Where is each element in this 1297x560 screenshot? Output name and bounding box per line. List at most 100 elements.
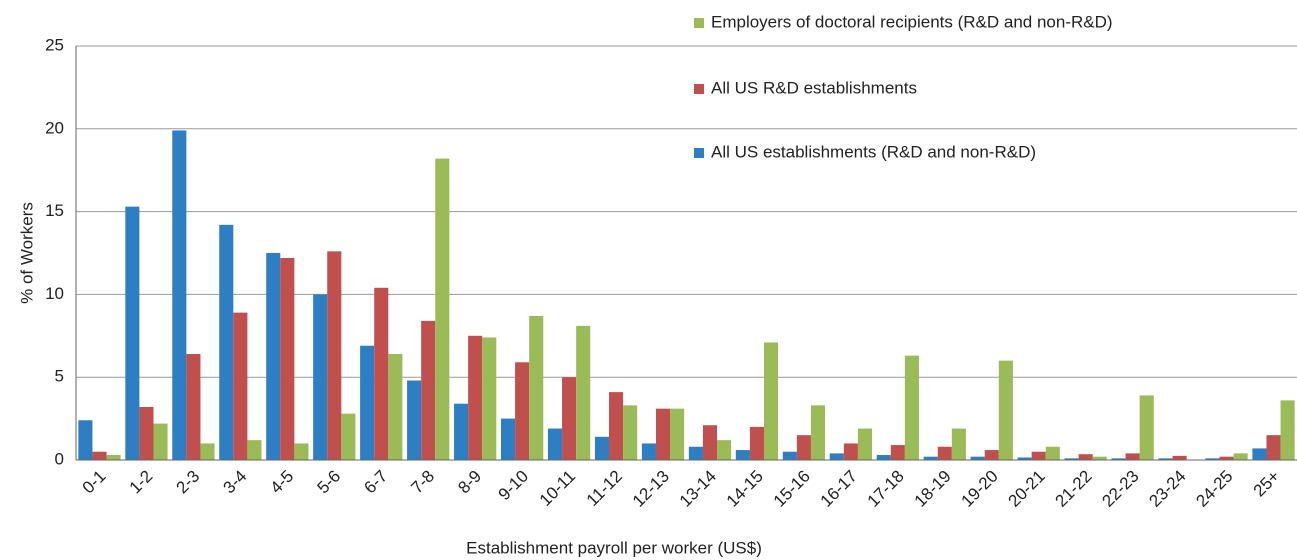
bar — [200, 443, 215, 460]
bar — [219, 224, 234, 460]
bar — [876, 455, 891, 460]
y-tick-label: 20 — [45, 118, 64, 137]
x-tick-label: 7-8 — [407, 467, 438, 498]
bar — [717, 440, 732, 460]
legend-label: All US establishments (R&D and non-R&D) — [711, 142, 1036, 161]
bar — [501, 418, 516, 460]
bar — [515, 362, 530, 460]
bar — [388, 354, 403, 460]
bar — [782, 451, 797, 460]
bar — [810, 405, 826, 460]
bar — [529, 315, 544, 460]
bar — [1219, 456, 1234, 460]
bar — [106, 455, 121, 460]
bar — [482, 337, 497, 460]
x-tick-label: 3-4 — [220, 467, 251, 498]
bar — [984, 450, 999, 460]
bar — [1172, 455, 1187, 460]
x-tick-label: 8-9 — [454, 467, 485, 498]
bar — [233, 312, 248, 460]
x-tick-label: 10-11 — [536, 467, 579, 510]
bar — [923, 456, 938, 460]
bar — [186, 354, 201, 460]
x-tick-label: 2-3 — [173, 467, 204, 498]
x-tick-label: 20-21 — [1005, 467, 1049, 511]
bar — [327, 251, 342, 460]
bar — [951, 428, 966, 460]
bar — [139, 407, 154, 460]
bar — [547, 428, 563, 460]
x-tick-label: 17-18 — [864, 467, 908, 511]
x-tick-label: 11-12 — [583, 467, 626, 510]
bar — [702, 425, 718, 460]
x-tick-label: 22-23 — [1098, 467, 1142, 511]
bar — [1111, 458, 1126, 460]
bar — [904, 355, 919, 460]
bar — [1266, 435, 1281, 460]
bar — [735, 450, 750, 460]
bar — [247, 440, 262, 460]
legend-label: Employers of doctoral recipients (R&D an… — [711, 12, 1113, 31]
bar — [125, 206, 140, 460]
bar — [1064, 458, 1079, 460]
bar — [172, 130, 187, 460]
y-tick-label: 0 — [55, 449, 64, 468]
bar — [594, 436, 610, 460]
bar — [1017, 457, 1032, 460]
x-tick-label: 13-14 — [676, 467, 720, 511]
bar — [937, 446, 952, 460]
x-tick-label: 14-15 — [723, 467, 767, 511]
x-tick-label: 25+ — [1250, 467, 1284, 501]
y-axis-label: % of Workers — [17, 202, 36, 304]
bar — [576, 325, 591, 460]
bar — [360, 345, 375, 460]
x-tick-label: 15-16 — [770, 467, 814, 511]
bar — [890, 445, 905, 460]
bar — [688, 446, 703, 460]
bar — [829, 453, 844, 460]
bar — [562, 377, 577, 460]
legend-swatch — [694, 148, 704, 158]
x-tick-label: 23-24 — [1145, 467, 1189, 511]
bar — [623, 405, 638, 460]
x-tick-label: 9-10 — [495, 467, 532, 504]
y-tick-label: 25 — [45, 35, 64, 54]
x-tick-label: 12-13 — [629, 467, 673, 511]
x-tick-label: 4-5 — [267, 467, 298, 498]
bar — [1092, 456, 1107, 460]
bar — [468, 335, 483, 460]
bar — [78, 420, 93, 460]
bar — [1031, 451, 1046, 460]
bar — [1045, 446, 1060, 460]
bar — [1139, 395, 1154, 460]
bar — [609, 392, 624, 460]
x-axis-label: Establishment payroll per worker (US$) — [466, 538, 762, 557]
x-tick-label: 24-25 — [1192, 467, 1236, 511]
y-tick-label: 15 — [45, 201, 64, 220]
y-tick-label: 5 — [55, 367, 64, 386]
bar — [435, 158, 450, 460]
bar — [655, 408, 671, 460]
bar — [1205, 458, 1220, 460]
bar — [670, 408, 685, 460]
bar — [421, 320, 436, 460]
x-tick-label: 21-22 — [1051, 467, 1095, 511]
bar — [294, 443, 309, 460]
bar — [857, 428, 872, 460]
bar — [1252, 448, 1267, 460]
bar — [374, 287, 389, 460]
bar — [998, 360, 1013, 460]
bar — [341, 413, 356, 460]
x-tick-label: 16-17 — [817, 467, 861, 511]
bar — [763, 342, 779, 460]
bar — [92, 451, 107, 460]
x-tick-label: 1-2 — [126, 467, 157, 498]
x-tick-label: 18-19 — [911, 467, 955, 511]
bar — [970, 456, 985, 460]
legend-swatch — [694, 18, 704, 28]
bar — [1078, 454, 1093, 460]
bar — [749, 426, 764, 460]
x-tick-label: 6-7 — [360, 467, 391, 498]
